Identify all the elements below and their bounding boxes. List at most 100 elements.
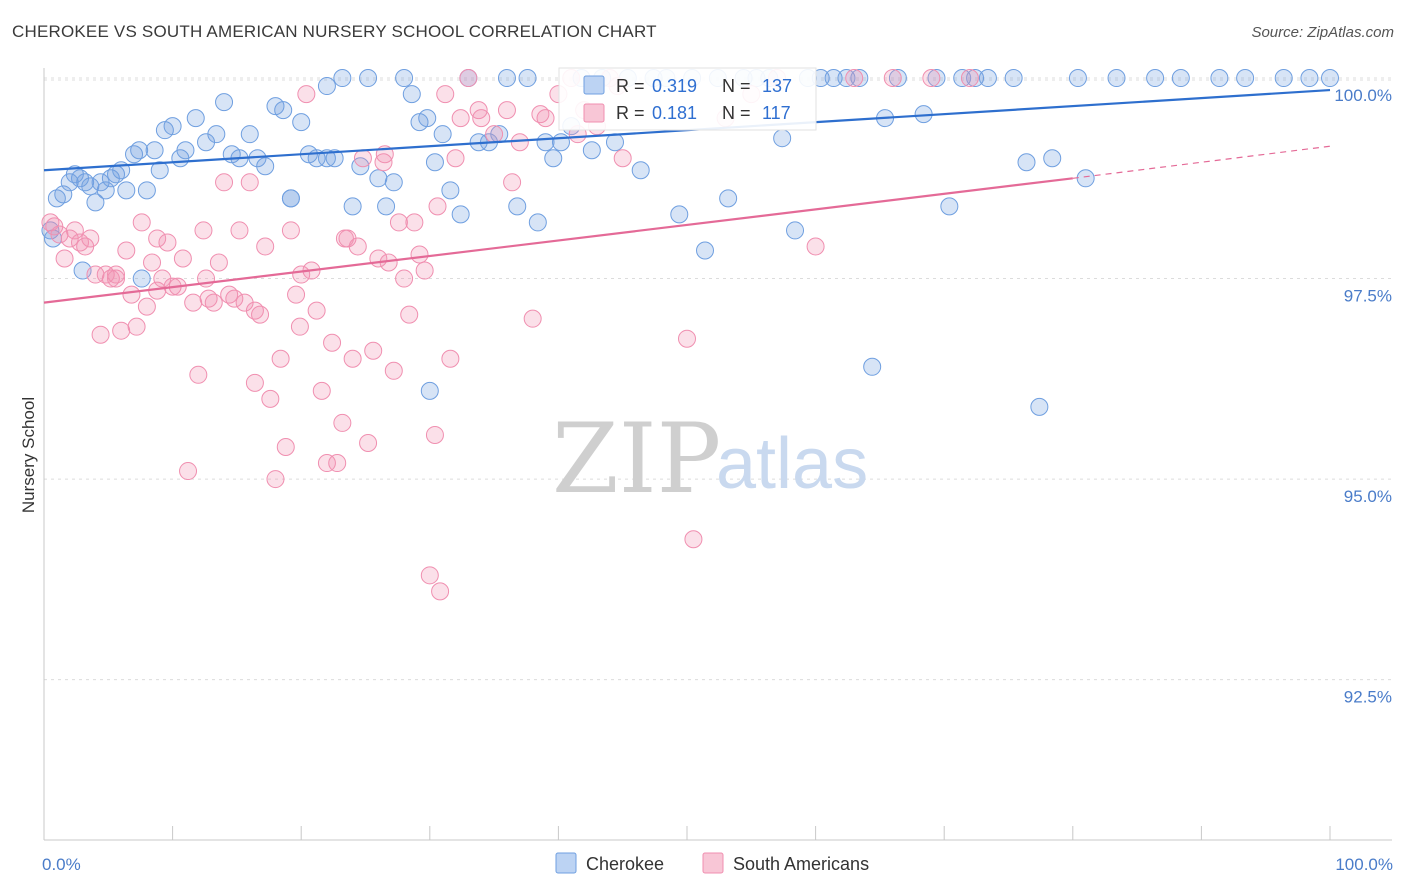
point-south-americans (148, 229, 167, 248)
point-cherokee (696, 241, 715, 260)
point-cherokee (863, 357, 882, 376)
point-south-americans (251, 305, 270, 324)
point-south-americans (410, 245, 429, 264)
point-south-americans (143, 253, 162, 272)
point-cherokee (966, 69, 985, 88)
point-cherokee (1236, 69, 1255, 88)
legend-r-value-1: 0.319 (652, 76, 697, 96)
point-south-americans (230, 221, 249, 240)
point-south-americans (256, 237, 275, 256)
legend-r-value-2: 0.181 (652, 103, 697, 123)
point-cherokee (953, 69, 972, 88)
x-tick-label-min: 0.0% (42, 855, 81, 874)
point-south-americans (127, 317, 146, 336)
point-cherokee (497, 69, 516, 88)
point-south-americans (348, 237, 367, 256)
point-cherokee (420, 381, 439, 400)
point-south-americans (451, 109, 470, 128)
data-points (41, 69, 1339, 601)
legend-n-label-1: N = (722, 76, 751, 96)
point-south-americans (91, 325, 110, 344)
point-south-americans (179, 462, 198, 481)
point-cherokee (978, 69, 997, 88)
point-south-americans (137, 297, 156, 316)
point-cherokee (824, 69, 843, 88)
point-cherokee (551, 133, 570, 152)
point-cherokee (369, 169, 388, 188)
point-cherokee (343, 197, 362, 216)
point-cherokee (441, 181, 460, 200)
y-tick-label: 95.0% (1344, 487, 1392, 506)
point-south-americans (431, 582, 450, 601)
point-south-americans (245, 373, 264, 392)
point-south-americans (436, 85, 455, 104)
point-south-americans (86, 265, 105, 284)
point-south-americans (107, 265, 126, 284)
point-cherokee (317, 77, 336, 96)
point-south-americans (122, 285, 141, 304)
point-cherokee (207, 125, 226, 144)
bottom-legend-south-americans: South Americans (733, 854, 869, 874)
y-axis-title: Nursery School (19, 397, 38, 513)
point-cherokee (176, 141, 195, 160)
point-south-americans (271, 349, 290, 368)
point-south-americans (261, 389, 280, 408)
point-south-americans (678, 329, 696, 348)
point-cherokee (1171, 69, 1190, 88)
point-south-americans (184, 293, 203, 312)
point-cherokee (582, 141, 601, 160)
point-south-americans (65, 221, 84, 240)
point-cherokee (1030, 397, 1049, 416)
point-south-americans (215, 173, 234, 192)
point-south-americans (317, 454, 336, 473)
y-tick-label: 100.0% (1334, 86, 1392, 105)
point-south-americans (806, 237, 825, 256)
point-cherokee (1076, 169, 1095, 188)
point-cherokee (402, 85, 421, 104)
point-cherokee (274, 101, 293, 120)
point-cherokee (425, 153, 444, 172)
point-south-americans (343, 349, 362, 368)
point-south-americans (158, 233, 177, 252)
point-cherokee (1321, 69, 1339, 88)
point-cherokee (292, 113, 311, 132)
point-cherokee (544, 149, 563, 168)
point-cherokee (333, 69, 352, 88)
point-south-americans (333, 413, 352, 432)
x-tick-label-max: 100.0% (1335, 855, 1393, 874)
axes: 100.0% 97.5% 95.0% 92.5% 0.0% 100.0% (42, 68, 1393, 874)
legend-n-label-2: N = (722, 103, 751, 123)
point-south-americans (960, 69, 979, 88)
point-cherokee (145, 141, 164, 160)
point-south-americans (353, 149, 372, 168)
point-cherokee (1300, 69, 1319, 88)
trend-line-south-americans (43, 177, 1073, 304)
point-cherokee (418, 109, 437, 128)
point-cherokee (433, 125, 452, 144)
point-cherokee (670, 205, 689, 224)
point-cherokee (719, 189, 738, 208)
point-south-americans (287, 285, 306, 304)
point-cherokee (163, 117, 182, 136)
point-south-americans (531, 105, 550, 124)
point-south-americans (132, 213, 151, 232)
point-cherokee (240, 125, 259, 144)
point-south-americans (922, 69, 941, 88)
point-south-americans (55, 249, 74, 268)
point-south-americans (81, 229, 100, 248)
bottom-legend-swatch-cherokee (555, 852, 577, 874)
point-cherokee (395, 69, 414, 88)
point-south-americans (281, 221, 300, 240)
point-south-americans (883, 69, 902, 88)
point-cherokee (518, 69, 537, 88)
point-south-americans (441, 349, 460, 368)
point-cherokee (850, 69, 869, 88)
legend-r-label-1: R = (616, 76, 645, 96)
point-south-americans (845, 69, 864, 88)
legend-n-value-1: 137 (762, 76, 792, 96)
point-cherokee (377, 197, 396, 216)
point-cherokee (281, 189, 300, 208)
point-south-americans (323, 333, 342, 352)
point-cherokee (81, 177, 100, 196)
point-south-americans (266, 470, 285, 489)
